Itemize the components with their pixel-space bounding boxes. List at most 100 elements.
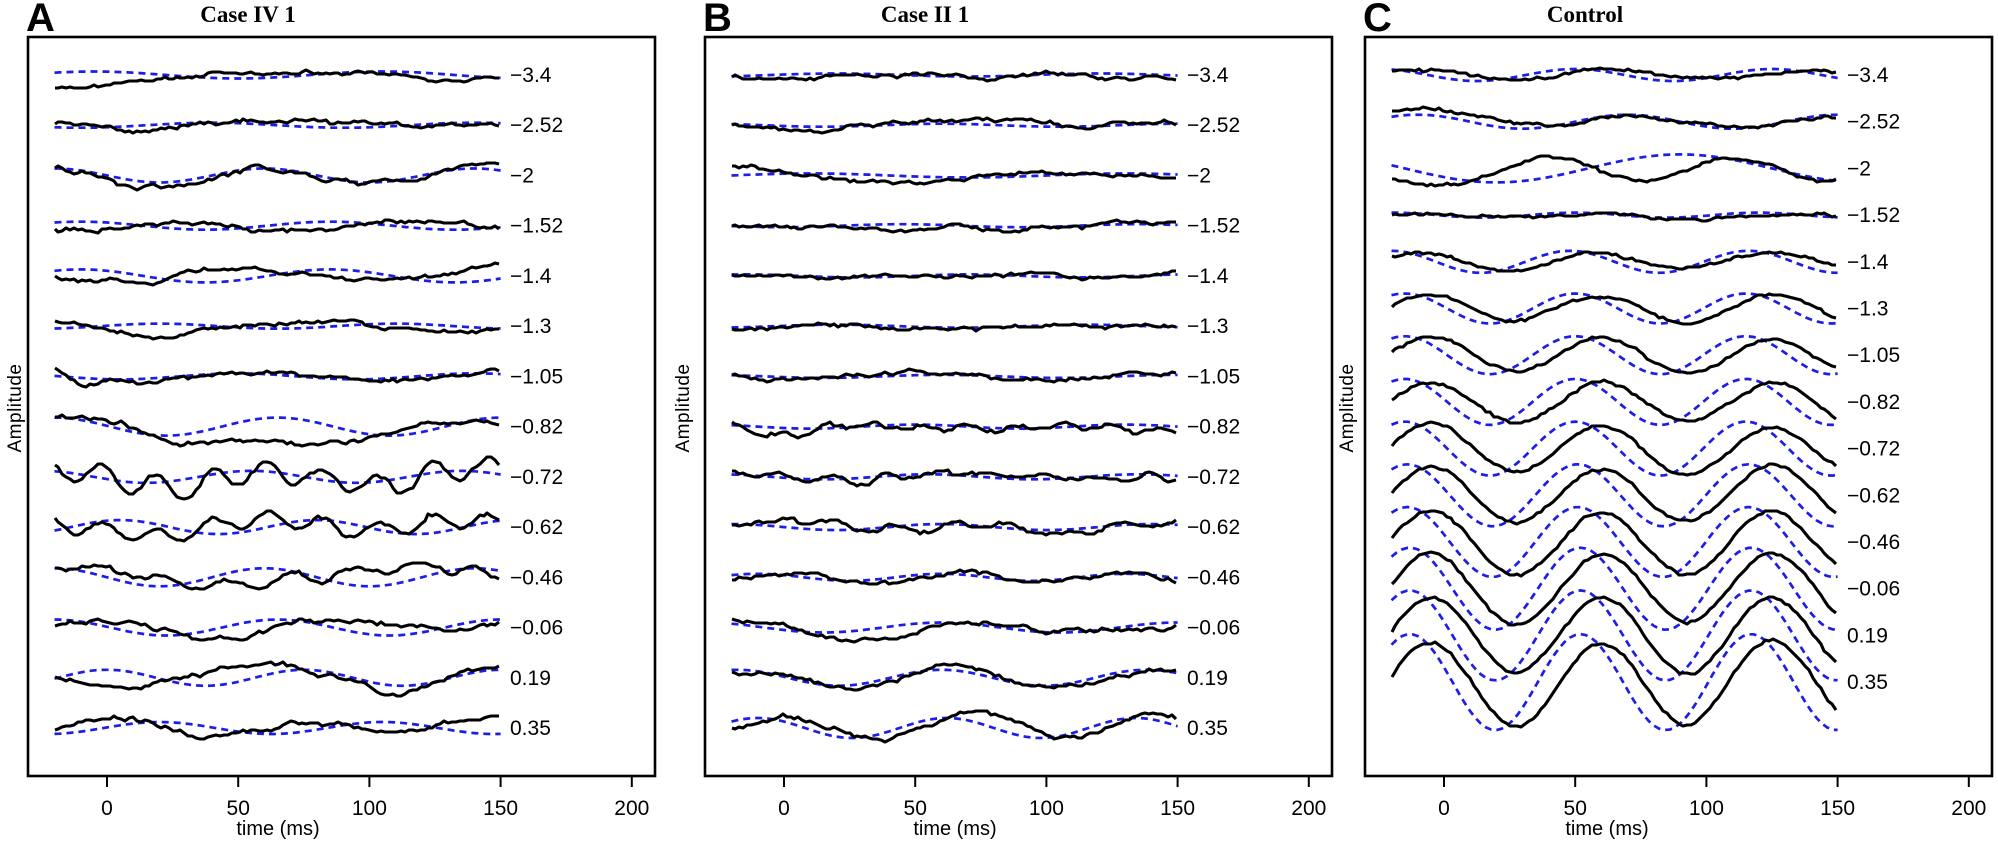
model-trace <box>54 121 501 130</box>
panel-b: 0 50 100 150 200 −3.4 −2.52 −2 −1.52 −1.4 −1.3 −1.0… <box>703 35 1334 820</box>
recorded-trace <box>731 269 1176 282</box>
model-trace <box>731 472 1178 481</box>
panel-c-title: Control <box>1546 2 1624 27</box>
row-label: −0.06 <box>510 617 563 640</box>
recorded-trace <box>1390 335 1837 375</box>
model-trace <box>54 220 501 232</box>
model-trace <box>1391 377 1838 427</box>
row-label: −2 <box>510 164 534 187</box>
row-label: −0.06 <box>1187 617 1240 640</box>
row-label: 0.19 <box>1847 624 1888 647</box>
row-label: 0.35 <box>510 717 551 740</box>
x-tick-label: 0 <box>1438 797 1450 820</box>
recorded-trace <box>731 69 1177 83</box>
x-tick-label: 0 <box>101 797 113 820</box>
model-trace <box>731 668 1178 688</box>
recorded-trace <box>54 318 499 341</box>
model-trace <box>54 518 501 536</box>
model-trace <box>54 618 501 637</box>
x-tick-label: 150 <box>1160 797 1195 820</box>
recorded-trace <box>1390 595 1838 676</box>
row-label: −0.62 <box>1847 484 1900 507</box>
x-tick-label: 100 <box>1029 797 1064 820</box>
x-tick-label: 100 <box>1689 797 1724 820</box>
x-tick-label: 50 <box>227 797 250 820</box>
recorded-trace <box>54 117 500 135</box>
row-label: −0.62 <box>510 516 563 539</box>
recorded-trace <box>55 68 499 90</box>
model-trace <box>731 122 1178 129</box>
recorded-trace <box>54 714 499 741</box>
row-label: −2 <box>1187 164 1211 187</box>
model-trace <box>54 668 501 688</box>
model-trace <box>1390 546 1838 632</box>
row-label: −0.72 <box>1847 438 1900 461</box>
row-label: −1.52 <box>1847 204 1900 227</box>
row-label: −0.62 <box>1187 516 1240 539</box>
panel-c: 0 50 100 150 200 −3.4 −2.52 −2 −1.52 −1.4 −1.3 −1.0… <box>1363 35 1994 820</box>
row-label: 0.35 <box>1187 717 1228 740</box>
panel-a-title: Case IV 1 <box>200 2 296 27</box>
panel-a-letter: A <box>26 0 55 40</box>
model-trace <box>54 322 501 330</box>
model-trace <box>731 716 1179 740</box>
row-label: −1.3 <box>1847 298 1888 321</box>
recorded-trace <box>1390 509 1838 578</box>
recorded-trace <box>1390 637 1838 729</box>
row-label: −1.3 <box>510 315 551 338</box>
row-label: 0.35 <box>1847 671 1888 694</box>
recorded-trace <box>53 509 500 543</box>
plot-box <box>703 35 1334 778</box>
row-label: −0.72 <box>510 466 563 489</box>
recorded-trace <box>732 163 1176 186</box>
panel-a-xlabel: time (ms) <box>236 818 320 840</box>
model-trace <box>1390 632 1838 732</box>
recorded-trace <box>1391 250 1836 273</box>
recorded-trace <box>1390 550 1837 627</box>
recorded-trace <box>731 321 1177 333</box>
x-tick-label: 150 <box>483 797 518 820</box>
x-tick-label: 150 <box>1820 797 1855 820</box>
recorded-trace <box>1391 378 1837 425</box>
recorded-trace <box>53 218 500 235</box>
panel-b-letter: B <box>703 0 732 40</box>
panel-b-title: Case II 1 <box>880 2 970 27</box>
model-trace <box>54 372 501 381</box>
row-label: −1.4 <box>1187 265 1229 288</box>
row-label: −0.82 <box>1187 416 1240 439</box>
recorded-trace <box>732 468 1177 488</box>
panel-b-xlabel: time (ms) <box>913 818 997 840</box>
recorded-trace <box>731 218 1176 234</box>
recorded-trace <box>1391 211 1837 223</box>
row-label: −1.4 <box>1847 251 1889 274</box>
model-trace <box>54 566 501 588</box>
x-tick-label: 200 <box>1291 797 1326 820</box>
row-label: −2.52 <box>510 114 563 137</box>
x-tick-label: 50 <box>904 797 927 820</box>
model-trace <box>54 70 501 80</box>
row-label: −0.46 <box>1847 531 1900 554</box>
row-label: −1.4 <box>510 265 552 288</box>
row-label: −3.4 <box>1847 64 1889 87</box>
x-tick-label: 200 <box>1951 797 1986 820</box>
recorded-trace <box>731 662 1177 692</box>
row-label: 0.19 <box>1187 667 1228 690</box>
row-label: −0.06 <box>1847 578 1900 601</box>
model-trace <box>54 167 501 184</box>
row-label: −1.52 <box>510 215 563 238</box>
recorded-trace <box>731 420 1177 440</box>
recorded-trace <box>732 516 1177 537</box>
panel-c-letter: C <box>1363 0 1392 40</box>
row-label: −0.46 <box>1187 566 1240 589</box>
recorded-trace <box>54 455 501 501</box>
row-label: −1.52 <box>1187 215 1240 238</box>
plot-box <box>26 35 657 778</box>
model-trace <box>731 72 1178 78</box>
recorded-trace <box>1392 105 1836 130</box>
model-trace <box>731 172 1178 179</box>
recorded-trace <box>1390 462 1837 526</box>
x-tick-label: 100 <box>352 797 387 820</box>
recorded-trace <box>731 617 1177 644</box>
x-tick-label: 200 <box>614 797 649 820</box>
